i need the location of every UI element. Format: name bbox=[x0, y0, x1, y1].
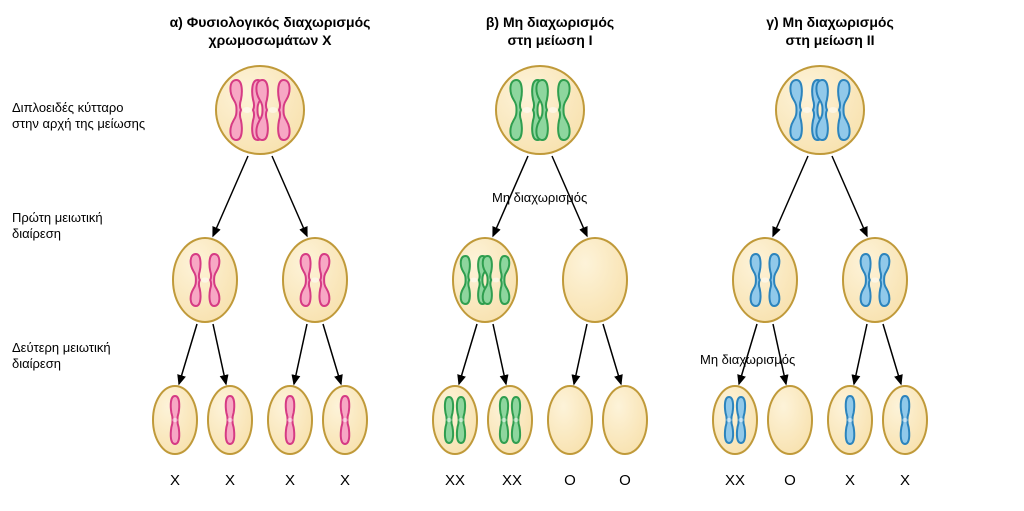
diagram-svg bbox=[0, 0, 1024, 511]
diagram-canvas: α) Φυσιολογικός διαχωρισμόςχρωμοσωμάτων … bbox=[0, 0, 1024, 511]
